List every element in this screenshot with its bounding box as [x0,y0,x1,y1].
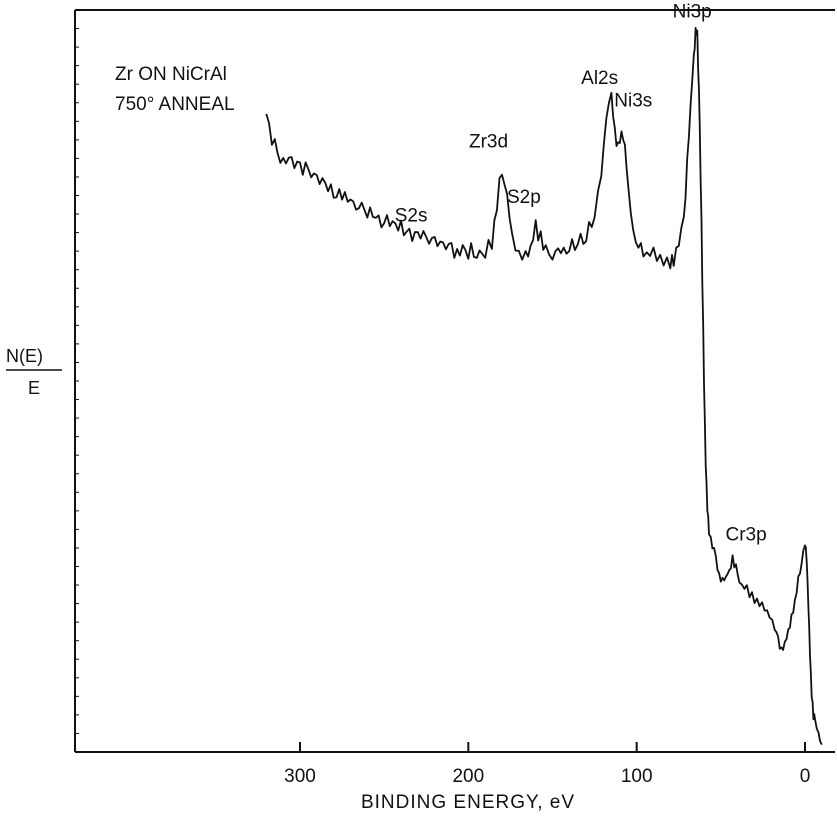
peak-label: S2p [507,187,541,208]
x-tick-label: 200 [452,766,484,787]
peak-label: Zr3d [469,131,508,152]
peak-label: Al2s [581,68,618,89]
chart-title-line-1: Zr ON NiCrAl [115,64,227,85]
y-axis-label-denominator: E [28,378,40,398]
x-tick-label: 0 [800,766,811,787]
x-axis-ticks: 300 200 100 0 [75,9,811,787]
y-axis-label-numerator: N(E) [6,346,43,366]
peak-label: Ni3p [673,1,712,22]
spectrum-line [265,26,823,746]
x-tick-label: 300 [284,766,316,787]
chart-title-line-2: 750° ANNEAL [115,94,235,115]
peak-label: S2s [395,205,428,226]
peak-label: Ni3s [614,90,652,111]
plot-frame [74,9,835,753]
spectrum-series [265,26,823,746]
x-tick-label: 100 [621,766,653,787]
x-axis-title: BINDING ENERGY, eV [361,792,575,813]
peak-label: Cr3p [725,525,766,546]
